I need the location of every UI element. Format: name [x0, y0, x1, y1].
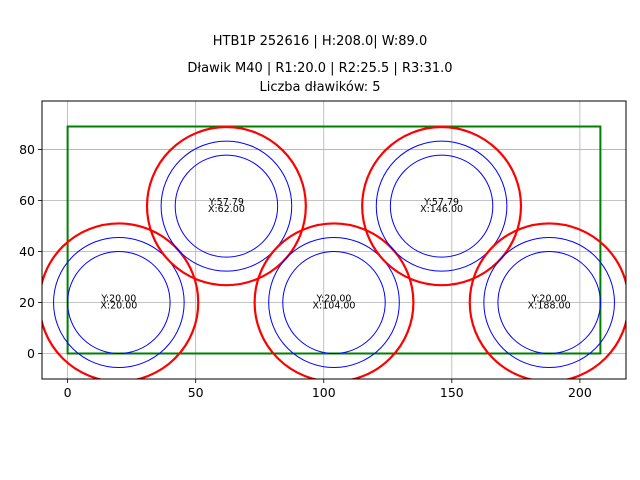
x-tick-label: 200	[568, 385, 592, 400]
circle-label-x: X:188.00	[528, 300, 571, 311]
inner-circle-r1	[174, 154, 279, 258]
chart-title-line-2: Dławik M40 | R1:20.0 | R2:25.5 | R3:31.0	[187, 61, 453, 76]
y-tick-label: 40	[19, 244, 35, 259]
middle-circle-r2	[268, 236, 400, 369]
y-tick-label: 80	[19, 142, 35, 157]
chart-title-line-1: HTB1P 252616 | H:208.0| W:89.0	[212, 34, 428, 49]
x-tick-label: 50	[188, 385, 204, 400]
y-tick-label: 0	[27, 346, 35, 361]
tick-layer: 0 50 100 150 200 0 20 40 60 80	[19, 142, 592, 400]
outer-circle-r3	[361, 125, 523, 287]
circle-label-y: Y:57.79	[423, 197, 459, 208]
circle-label-y: Y:20.00	[100, 293, 136, 304]
circle-label-y: Y:20.00	[316, 293, 352, 304]
outer-circle-r3	[253, 222, 415, 379]
outer-circle-r3	[42, 222, 200, 379]
inner-circle-r1	[389, 154, 494, 258]
inner-circle-r1	[497, 250, 601, 354]
y-tick-label: 60	[19, 193, 35, 208]
circle-label-x: X:104.00	[313, 300, 356, 311]
middle-circle-r2	[160, 140, 293, 272]
circle-label-x: X:62.00	[208, 204, 245, 215]
grid-layer	[42, 101, 626, 379]
data-layer: Y:20.00X:20.00Y:57.79X:62.00Y:20.00X:104…	[42, 125, 626, 379]
x-tick-label: 0	[64, 385, 72, 400]
circle-label-y: Y:57.79	[208, 197, 244, 208]
y-tick-label: 20	[19, 295, 35, 310]
middle-circle-r2	[483, 236, 615, 369]
circle-label-x: X:146.00	[420, 204, 463, 215]
x-tick-label: 100	[312, 385, 336, 400]
middle-circle-r2	[375, 140, 508, 272]
inner-circle-r1	[282, 250, 386, 354]
inner-circle-r1	[67, 250, 171, 354]
outer-circle-r3	[468, 222, 626, 379]
outer-circle-r3	[145, 125, 307, 287]
plot-frame	[41, 100, 627, 380]
circle-label-y: Y:20.00	[531, 293, 567, 304]
middle-circle-r2	[53, 236, 185, 369]
chart-title-line-3: Liczba dławików: 5	[259, 80, 381, 95]
circle-label-x: X:20.00	[100, 300, 137, 311]
enclosure-rectangle	[66, 125, 602, 355]
x-tick-label: 150	[440, 385, 464, 400]
